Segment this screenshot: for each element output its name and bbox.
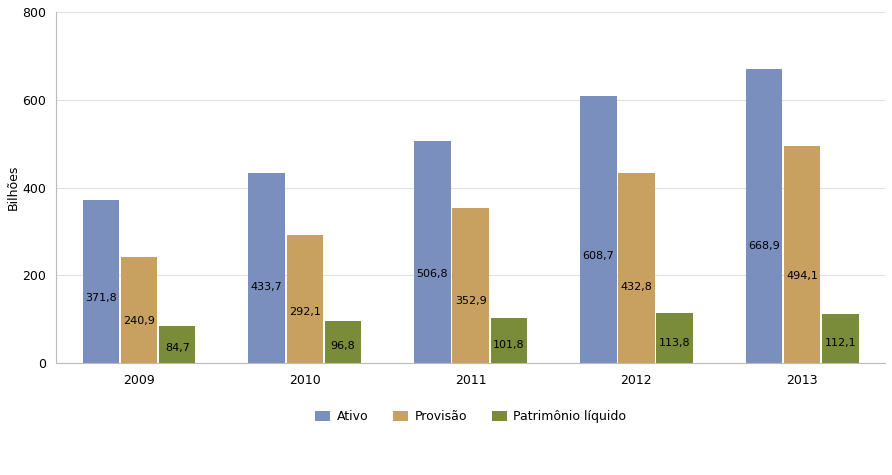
- Text: 101,8: 101,8: [493, 340, 524, 350]
- Text: 506,8: 506,8: [417, 269, 449, 279]
- Bar: [325, 321, 361, 363]
- Bar: [452, 208, 489, 363]
- Text: 352,9: 352,9: [455, 296, 486, 306]
- Text: 433,7: 433,7: [251, 282, 283, 292]
- Text: 494,1: 494,1: [786, 271, 818, 281]
- Bar: [746, 69, 782, 363]
- Bar: [286, 235, 323, 363]
- Legend: Ativo, Provisão, Patrimônio líquido: Ativo, Provisão, Patrimônio líquido: [311, 407, 630, 427]
- Bar: [580, 96, 616, 363]
- Y-axis label: Bilhões: Bilhões: [7, 165, 20, 210]
- Text: 240,9: 240,9: [123, 316, 155, 326]
- Text: 112,1: 112,1: [824, 339, 856, 349]
- Bar: [249, 173, 285, 363]
- Text: 432,8: 432,8: [621, 282, 652, 292]
- Bar: [822, 314, 858, 363]
- Text: 84,7: 84,7: [165, 343, 190, 353]
- Text: 371,8: 371,8: [85, 293, 117, 303]
- Bar: [491, 318, 527, 363]
- Bar: [657, 313, 693, 363]
- Bar: [784, 146, 821, 363]
- Text: 96,8: 96,8: [331, 341, 355, 351]
- Bar: [83, 200, 120, 363]
- Bar: [414, 141, 450, 363]
- Bar: [120, 257, 157, 363]
- Text: 113,8: 113,8: [658, 338, 690, 348]
- Text: 608,7: 608,7: [582, 251, 615, 261]
- Bar: [618, 173, 655, 363]
- Text: 292,1: 292,1: [289, 307, 321, 317]
- Bar: [159, 326, 195, 363]
- Text: 668,9: 668,9: [748, 241, 780, 251]
